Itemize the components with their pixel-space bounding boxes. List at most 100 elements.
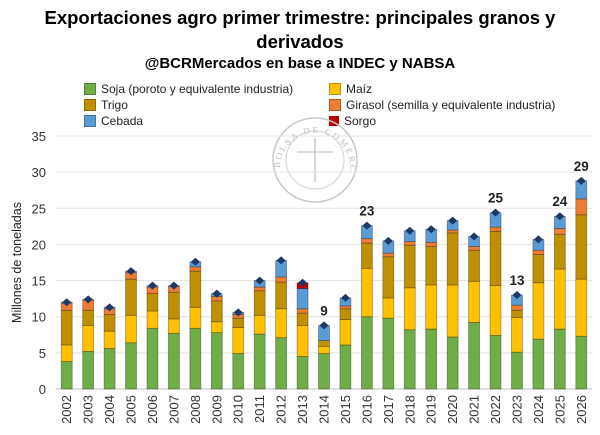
x-tick-label: 2010	[231, 395, 246, 424]
x-tick-label: 2025	[552, 395, 567, 424]
legend-label: Trigo	[101, 98, 128, 112]
legend-swatch	[329, 83, 341, 95]
bar-segment	[575, 198, 588, 216]
legend-swatch	[329, 99, 341, 111]
bar-segment	[339, 308, 352, 321]
bar-segment	[575, 278, 588, 337]
bar-segment	[511, 351, 523, 390]
bar-segment	[468, 246, 480, 251]
bar-segment	[146, 327, 159, 390]
bar-segment	[425, 246, 438, 286]
bar-segment	[360, 242, 373, 269]
bar-segment	[511, 309, 523, 318]
x-tick-label: 2009	[209, 395, 224, 424]
total-marker	[190, 257, 200, 266]
bar-segment	[146, 310, 159, 329]
y-tick-label: 25	[32, 201, 46, 216]
x-tick-label: 2008	[188, 395, 203, 424]
bar-segment	[489, 231, 502, 287]
total-marker	[576, 176, 586, 185]
x-tick-label: 2017	[381, 395, 396, 424]
bar-segment	[60, 309, 73, 346]
bar-segment	[489, 226, 502, 232]
bar-segment	[532, 254, 545, 284]
bar-segment	[553, 228, 566, 235]
total-marker	[383, 236, 393, 245]
bar-segment	[146, 293, 159, 312]
y-tick-label: 15	[32, 274, 46, 289]
legend-trigo: Trigo	[84, 98, 128, 112]
bar-segment	[253, 333, 266, 390]
x-tick-label: 2014	[317, 395, 332, 424]
bar-segment	[82, 351, 95, 390]
total-marker	[319, 321, 329, 330]
bar-segment	[446, 232, 459, 286]
bar-segment	[103, 330, 116, 349]
bar-segment	[489, 335, 502, 390]
bar-segment	[210, 300, 223, 323]
bar-segment	[253, 314, 266, 335]
bar-segment	[168, 332, 180, 390]
data-label: 29	[574, 159, 589, 174]
bar-segment	[189, 306, 202, 329]
total-marker	[83, 295, 93, 304]
bar-segment	[210, 321, 223, 334]
bar-segment	[446, 336, 459, 390]
bar-segment	[425, 241, 438, 247]
bar-segment	[382, 256, 395, 299]
legend-soja: Soja (poroto y equivalente industria)	[84, 82, 293, 96]
bar-segment	[296, 356, 309, 390]
seal-text: BOLSA DE COMERCIO DE ROSARIO	[0, 0, 358, 171]
x-tick-label: 2018	[402, 395, 417, 424]
bar-segment	[125, 314, 137, 344]
x-tick-label: 2024	[531, 395, 546, 424]
bar-segment	[60, 344, 73, 362]
total-marker	[105, 303, 115, 312]
y-tick-label: 35	[32, 129, 46, 144]
bar-segment	[82, 324, 95, 352]
x-tick-label: 2011	[252, 395, 267, 423]
bar-segment	[425, 328, 438, 390]
legend-cebada: Cebada	[84, 114, 143, 128]
total-marker	[555, 212, 565, 221]
bar-segment	[125, 342, 137, 390]
y-tick-label: 0	[39, 382, 46, 397]
data-label: 9	[320, 303, 328, 318]
bar-segment	[553, 233, 566, 270]
data-label: 24	[552, 194, 568, 209]
y-axis-label: Millones de toneladas	[10, 202, 24, 323]
total-marker	[533, 235, 543, 244]
data-label: 13	[509, 273, 525, 288]
x-tick-label: 2022	[488, 395, 503, 424]
total-marker	[147, 281, 157, 290]
y-tick-label: 30	[32, 165, 46, 180]
bar-segment	[511, 317, 523, 353]
legend-label: Cebada	[101, 114, 144, 128]
x-tick-label: 2021	[467, 395, 482, 424]
bar-segment	[403, 244, 416, 289]
bar-segment	[168, 291, 180, 320]
bar-segment	[403, 287, 416, 331]
legend-swatch	[84, 115, 96, 127]
bar-segment	[575, 335, 588, 390]
legend-swatch	[84, 99, 96, 111]
bar-segment	[360, 267, 373, 318]
bar-segment	[532, 282, 545, 340]
chart-subtitle: @BCRMercados en base a INDEC y NABSA	[144, 55, 456, 72]
legend-maiz: Maíz	[329, 82, 372, 96]
bar-segment	[403, 241, 416, 246]
bar-segment	[339, 344, 352, 390]
legend-swatch	[84, 83, 96, 95]
legend-label: Sorgo	[344, 114, 377, 128]
bar-segment	[232, 353, 245, 390]
x-tick-label: 2006	[145, 395, 160, 424]
y-tick-label: 5	[39, 346, 46, 361]
bar-segment	[275, 308, 288, 339]
legend-label: Soja (poroto y equivalente industria)	[101, 82, 294, 96]
bar-segment	[360, 238, 373, 244]
bar-segment	[468, 280, 480, 323]
bar-segment	[318, 340, 330, 347]
total-marker	[448, 216, 458, 225]
